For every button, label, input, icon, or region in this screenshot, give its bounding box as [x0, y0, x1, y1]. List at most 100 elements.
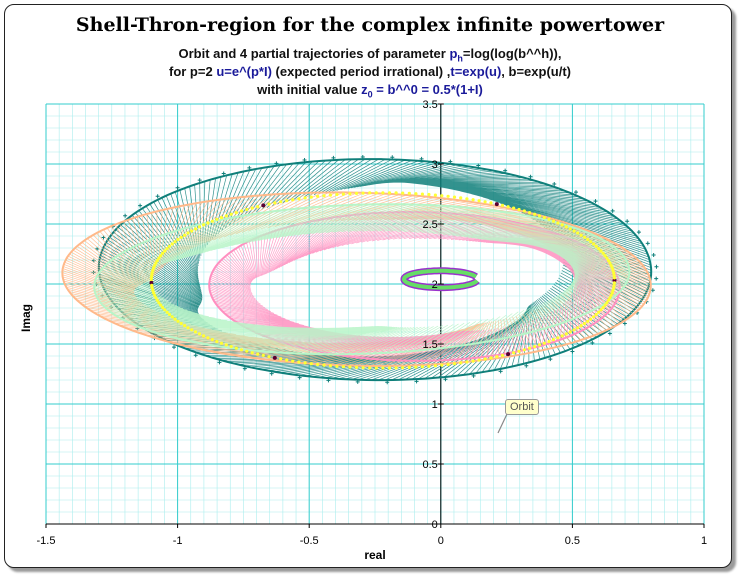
orbit-point	[576, 326, 580, 330]
orbit-point	[163, 308, 167, 312]
orbit-point	[517, 207, 521, 212]
orbit-point	[420, 192, 424, 196]
orbit-point	[579, 324, 583, 328]
trajectory-marker	[269, 371, 274, 376]
orbit-marker	[506, 352, 511, 357]
orbit-point	[151, 288, 155, 292]
orbit-point	[572, 328, 576, 332]
orbit-point	[245, 207, 249, 212]
orbit-point	[611, 268, 615, 272]
orbit-point	[572, 229, 576, 233]
trajectory-marker	[242, 366, 247, 371]
orbit-point	[568, 330, 572, 334]
inner-ring	[400, 267, 480, 292]
trajectory-marker	[548, 357, 553, 362]
orbit-point	[542, 216, 546, 220]
trajectory-marker	[414, 379, 419, 384]
orbit-point	[517, 349, 521, 353]
orbit-point	[483, 357, 487, 361]
orbit-point	[586, 319, 590, 323]
orbit-point	[381, 191, 385, 195]
orbit-point	[206, 221, 210, 225]
orbit-point	[316, 362, 320, 367]
orbit-point	[564, 332, 568, 336]
orbit-point	[150, 286, 154, 290]
tick-labels: -1.5 -1 -0.5 0 0.5 1 0 0.5 1 1.5 2 2.5 3 3.5	[37, 99, 708, 547]
orbit-point	[229, 345, 233, 349]
orbit-point	[309, 195, 313, 199]
orbit-point	[401, 366, 405, 370]
orbit-point	[452, 195, 457, 199]
orbit-point	[427, 364, 431, 368]
orbit-point	[167, 244, 172, 248]
orbit-point	[368, 191, 372, 195]
orbit-point	[155, 298, 159, 302]
orbit-point	[489, 201, 493, 205]
orbit-point	[291, 198, 295, 202]
trajectory-marker	[524, 363, 529, 368]
subtitle-symbol: ph	[449, 46, 463, 64]
trajectory-outline	[208, 211, 621, 362]
orbit-point	[477, 199, 481, 203]
orbit-point	[354, 365, 359, 369]
orbit-point	[609, 293, 613, 297]
orbit-point	[605, 301, 609, 305]
y-tick-label: 0.5	[423, 459, 438, 471]
trajectory-marker	[645, 241, 650, 246]
orbit-point	[186, 326, 190, 330]
trajectory-marker	[197, 178, 202, 183]
orbit-marker	[261, 203, 266, 208]
orbit-point	[186, 231, 190, 235]
trajectory-marker	[123, 213, 128, 218]
y-tick-label: 1	[432, 399, 438, 411]
orbit-point	[328, 193, 332, 197]
trajectory-marker	[607, 331, 612, 336]
y-tick-label: 3.5	[423, 99, 438, 111]
orbit-point	[592, 315, 596, 319]
orbit-point	[183, 324, 187, 328]
orbit-point	[599, 308, 603, 312]
trajectory-marker	[636, 230, 641, 235]
orbit-point	[190, 328, 194, 332]
trajectory-marker	[590, 340, 595, 345]
orbit-point	[224, 343, 228, 347]
orbit-point	[297, 360, 301, 364]
orbit-point	[407, 191, 411, 195]
orbit-point	[219, 341, 224, 345]
orbit-point	[547, 339, 551, 344]
orbit-point	[611, 288, 615, 292]
orbit-point	[279, 357, 283, 361]
orbit-point	[609, 263, 613, 268]
orbit-point	[152, 291, 156, 295]
y-tick-label: 0	[432, 519, 438, 531]
orbit-point	[190, 229, 194, 233]
trajectory-marker	[625, 219, 630, 224]
orbit-point	[173, 240, 177, 244]
orbit-point	[163, 249, 167, 253]
subtitle-line-1: Orbit and 4 partial trajectories of para…	[0, 46, 740, 64]
orbit-point	[459, 361, 463, 365]
orbit-point	[612, 283, 616, 287]
orbit-point	[606, 298, 611, 302]
trajectory-marker	[297, 375, 302, 380]
orbit-point	[159, 303, 163, 307]
x-axis-label: real	[364, 548, 385, 562]
orbit-series	[149, 191, 617, 370]
orbit-point	[179, 321, 183, 326]
orbit-point	[542, 341, 546, 345]
orbit-point	[234, 211, 238, 215]
orbit-point	[215, 339, 219, 344]
orbit-point	[495, 355, 499, 359]
orbit-point	[335, 364, 339, 368]
orbit-point	[414, 192, 418, 196]
orbit-point	[433, 193, 437, 197]
y-tick-label: 2.5	[423, 219, 438, 231]
orbit-point	[597, 247, 601, 251]
orbit-point	[215, 217, 219, 221]
orbit-point	[197, 225, 202, 229]
subtitle-line-2: for p=2 u=e^(p*I) (expected period irrat…	[168, 64, 571, 79]
inner-ring-inner	[402, 268, 479, 290]
orbit-point	[522, 348, 526, 352]
orbit-point	[597, 310, 601, 314]
orbit-point	[152, 266, 156, 270]
